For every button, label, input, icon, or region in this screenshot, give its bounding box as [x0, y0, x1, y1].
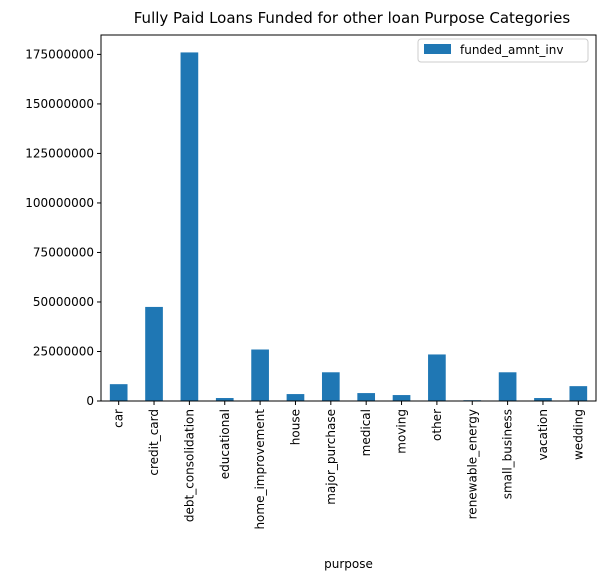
x-tick-label: moving [395, 409, 409, 454]
x-tick-label: small_business [501, 409, 515, 499]
bar-other [428, 354, 446, 401]
x-tick-label: credit_card [147, 409, 161, 476]
chart-title: Fully Paid Loans Funded for other loan P… [134, 9, 571, 27]
x-tick-label: wedding [571, 409, 585, 460]
bar-moving [392, 395, 411, 401]
bar-car [109, 384, 128, 401]
y-axis-ticks: 0 25000000 50000000 75000000 100000000 125000… [25, 47, 101, 408]
x-tick-label: educational [218, 409, 232, 479]
y-tick-label: 150000000 [25, 97, 94, 111]
bars-group [109, 52, 588, 402]
x-tick-label: other [430, 409, 444, 441]
x-tick-label: medical [359, 409, 373, 456]
y-tick-label: 100000000 [25, 196, 94, 210]
y-tick-label: 75000000 [33, 245, 94, 259]
bar-vacation [534, 398, 552, 401]
bar-wedding [569, 386, 588, 401]
y-tick-label: 125000000 [25, 146, 94, 160]
x-axis-ticks: car credit_card debt_consolidation educatio… [112, 401, 585, 530]
y-tick-label: 25000000 [33, 344, 94, 358]
legend-box [417, 38, 589, 63]
x-tick-label: renewable_energy [465, 409, 479, 519]
x-tick-label: vacation [536, 409, 550, 460]
bar-major_purchase [321, 372, 340, 401]
legend-swatch [424, 44, 451, 54]
bar-medical [357, 393, 376, 401]
bar-small_business [498, 372, 517, 401]
legend: funded_amnt_inv [417, 38, 589, 63]
bar-debt_consolidation [180, 52, 199, 402]
y-tick-label: 175000000 [25, 47, 94, 61]
bar-educational [215, 398, 234, 401]
y-tick-label: 50000000 [33, 295, 94, 309]
x-tick-label: major_purchase [324, 409, 338, 505]
legend-label: funded_amnt_inv [460, 43, 563, 57]
x-axis-label: purpose [324, 557, 373, 571]
plot-frame [100, 34, 597, 402]
x-tick-label: debt_consolidation [182, 409, 196, 522]
y-tick-label: 0 [86, 394, 94, 408]
bar-credit_card [145, 306, 163, 401]
x-tick-label: house [288, 409, 302, 445]
bar-house [286, 394, 305, 401]
bar-home_improvement [251, 349, 269, 401]
x-tick-label: home_improvement [253, 409, 267, 530]
x-tick-label: car [112, 409, 126, 428]
